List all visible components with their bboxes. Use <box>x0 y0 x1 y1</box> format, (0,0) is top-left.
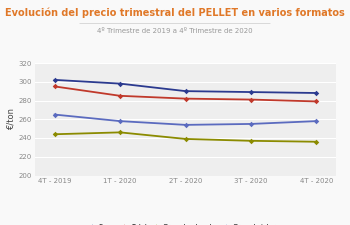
Palet <box>52 85 57 88</box>
Saco <box>314 92 318 94</box>
Text: Evolución del precio trimestral del PELLET en varios formatos: Evolución del precio trimestral del PELL… <box>5 8 345 18</box>
Granel cisterna <box>52 113 57 116</box>
Granel cisterna <box>314 120 318 122</box>
Palet <box>183 97 188 100</box>
Saco <box>183 90 188 92</box>
Palet <box>249 98 253 101</box>
Palet <box>118 94 122 97</box>
Legend: Saco, Palet, Granel volquete, Granel cisterna: Saco, Palet, Granel volquete, Granel cis… <box>84 222 287 225</box>
Granel volquete <box>52 133 57 136</box>
Granel volquete <box>118 131 122 134</box>
Line: Palet: Palet <box>53 85 318 103</box>
Line: Granel volquete: Granel volquete <box>53 130 318 144</box>
Saco <box>249 91 253 93</box>
Line: Granel cisterna: Granel cisterna <box>53 113 318 127</box>
Granel cisterna <box>118 120 122 122</box>
Y-axis label: €/ton: €/ton <box>7 108 16 130</box>
Saco <box>118 82 122 85</box>
Saco <box>52 79 57 81</box>
Palet <box>314 100 318 103</box>
Granel volquete <box>249 140 253 142</box>
Line: Saco: Saco <box>53 78 318 95</box>
Granel volquete <box>183 137 188 140</box>
Granel cisterna <box>183 124 188 126</box>
Granel volquete <box>314 140 318 143</box>
Text: 4º Trimestre de 2019 a 4º Trimestre de 2020: 4º Trimestre de 2019 a 4º Trimestre de 2… <box>97 28 253 34</box>
Granel cisterna <box>249 123 253 125</box>
